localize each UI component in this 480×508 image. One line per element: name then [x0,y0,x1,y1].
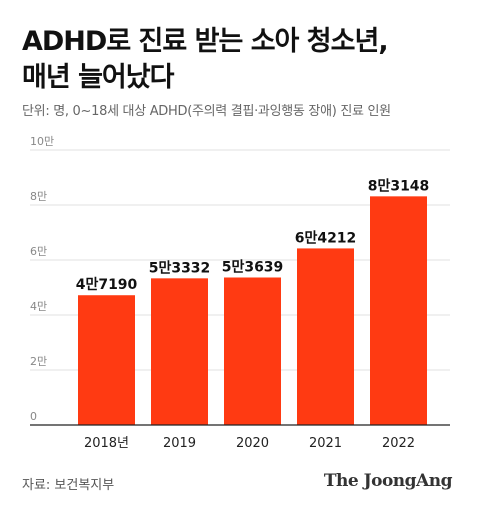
bar [370,196,427,425]
bar [297,248,354,425]
y-tick-label: 10만 [30,135,54,148]
title-line-2: 매년 늘어났다 [22,62,174,93]
x-tick-label: 2018년 [84,436,129,451]
data-label: 4만7190 [76,277,138,293]
data-label: 5만3639 [222,259,284,275]
x-tick-label: 2020 [236,436,269,451]
chart-title: ADHD로 진료 받는 소아 청소년, 매년 늘어났다 [22,24,462,96]
data-label: 6만4212 [295,230,357,246]
title-line-1: ADHD로 진료 받는 소아 청소년, [22,26,389,57]
chart-subtitle: 단위: 명, 0~18세 대상 ADHD(주의력 결핍·과잉행동 장애) 진료 … [22,104,391,119]
brand-logo: The JoongAng [323,471,453,491]
y-tick-label: 8만 [30,190,47,203]
data-label: 5만3332 [149,260,211,276]
y-tick-label: 2만 [30,355,47,368]
data-label: 8만3148 [368,178,430,194]
y-tick-label: 6만 [30,245,47,258]
bar [224,277,281,425]
x-tick-label: 2019 [163,436,196,451]
bar [151,278,208,425]
y-tick-label: 4만 [30,300,47,313]
bar [78,295,135,425]
x-tick-label: 2021 [309,436,342,451]
y-tick-label: 0 [30,410,37,423]
source-note: 자료: 보건복지부 [22,478,115,493]
x-tick-label: 2022 [382,436,415,451]
bar-chart: 0 2만 4만 6만 8만 10만 4만7190 2018년 5만3332 2019 5만3639 2… [30,135,450,451]
